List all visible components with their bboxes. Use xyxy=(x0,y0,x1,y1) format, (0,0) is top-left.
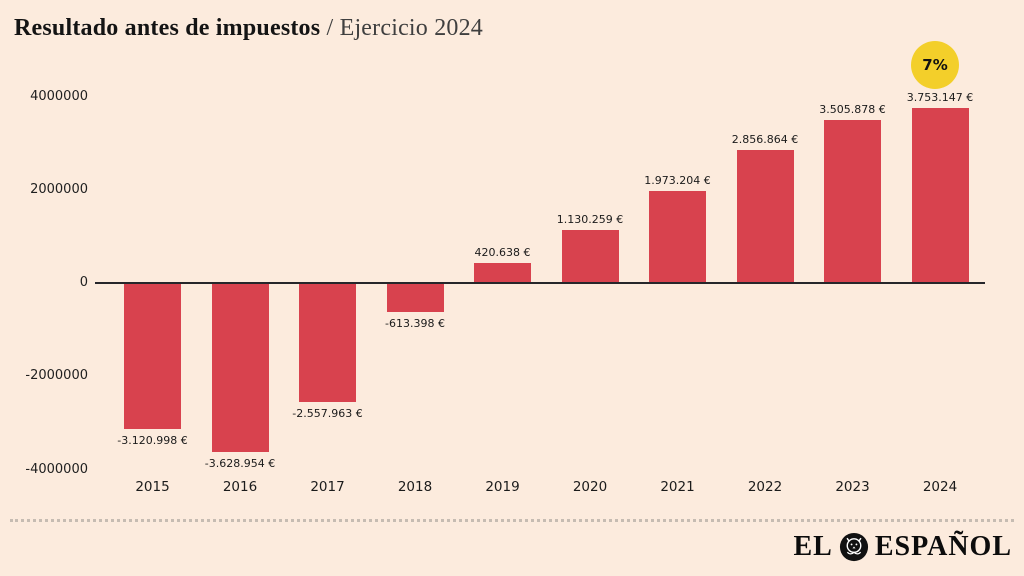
lion-icon xyxy=(839,532,869,562)
bar-2022 xyxy=(736,150,794,283)
title-subtitle: Ejercicio 2024 xyxy=(339,15,483,41)
title-separator: / xyxy=(326,15,334,41)
bar-2019 xyxy=(474,263,531,283)
x-axis-label: 2021 xyxy=(660,479,695,495)
bar-value-label: -613.398 € xyxy=(385,317,445,330)
bar-2020 xyxy=(561,230,619,283)
y-axis-tick-label: -4000000 xyxy=(25,461,88,477)
bar-value-label: 3.753.147 € xyxy=(906,91,974,104)
bar-2017 xyxy=(299,283,356,402)
y-axis-tick-label: 0 xyxy=(79,275,88,290)
bar-value-label: -3.120.998 € xyxy=(117,434,188,447)
x-axis-label: 2019 xyxy=(485,479,520,495)
x-axis-label: 2023 xyxy=(835,479,870,495)
x-axis-label: 2020 xyxy=(572,479,608,495)
x-axis-label: 2016 xyxy=(222,479,258,495)
bar-2018 xyxy=(386,283,444,312)
dotted-divider xyxy=(10,519,1014,522)
bar-value-label: 420.638 € xyxy=(474,246,531,259)
el-espanol-logo: EL ESPAÑOL xyxy=(793,531,1012,563)
x-axis-label: 2015 xyxy=(135,479,170,495)
x-axis-label: 2024 xyxy=(922,479,958,495)
bar-value-label: 2.856.864 € xyxy=(731,133,799,146)
x-axis-label: 2017 xyxy=(310,479,345,495)
title-main: Resultado antes de impuestos xyxy=(14,15,321,41)
page-title: Resultado antes de impuestos / Ejercicio… xyxy=(14,12,483,44)
bar-value-label: -3.628.954 € xyxy=(204,457,276,470)
x-axis-label: 2018 xyxy=(397,479,433,495)
y-axis-tick-label: 2000000 xyxy=(30,181,88,197)
bar-2024 xyxy=(911,108,969,283)
bar-2016 xyxy=(211,283,269,452)
x-axis-label: 2022 xyxy=(747,479,783,495)
bar-value-label: -2.557.963 € xyxy=(292,407,363,420)
logo-text-espanol: ESPAÑOL xyxy=(874,531,1012,562)
bar-2023 xyxy=(824,120,881,283)
bar-2021 xyxy=(649,191,706,283)
percent-badge-label: 7% xyxy=(922,56,948,74)
bar-value-label: 1.130.259 € xyxy=(556,213,624,226)
bar-2015 xyxy=(124,283,181,429)
logo-text-el: EL xyxy=(793,531,833,562)
bar-value-label: 3.505.878 € xyxy=(819,103,886,116)
y-axis-tick-label: -2000000 xyxy=(25,368,88,384)
y-axis-tick-label: 4000000 xyxy=(30,88,88,104)
percent-badge: 7% xyxy=(911,41,959,89)
zero-axis-line xyxy=(95,282,985,284)
bar-value-label: 1.973.204 € xyxy=(644,174,711,187)
